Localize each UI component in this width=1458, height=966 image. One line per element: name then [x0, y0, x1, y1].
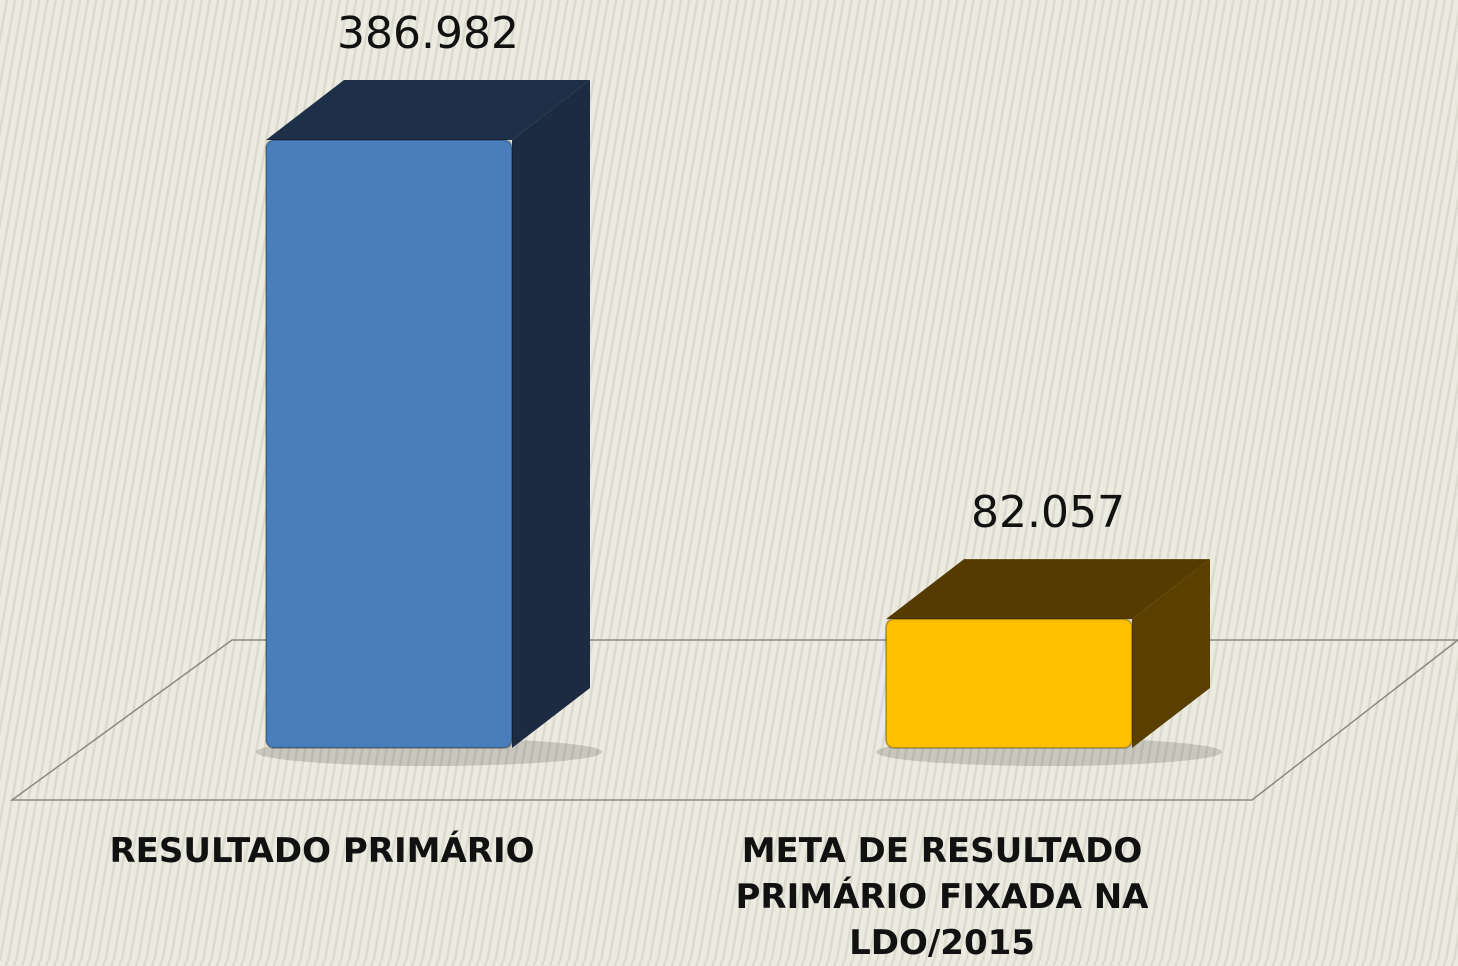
value-label: 386.982 — [337, 8, 519, 59]
bar-top — [886, 559, 1210, 620]
bar-side — [512, 80, 590, 748]
bar-side — [1132, 559, 1210, 748]
category-label: META DE RESULTADO PRIMÁRIO FIXADA NA LDO… — [735, 831, 1149, 963]
bar — [265, 139, 513, 749]
bar — [885, 618, 1133, 749]
bar-top — [266, 80, 590, 140]
category-label: RESULTADO PRIMÁRIO — [109, 831, 535, 871]
value-label: 82.057 — [971, 487, 1125, 538]
floor — [9, 639, 1458, 801]
